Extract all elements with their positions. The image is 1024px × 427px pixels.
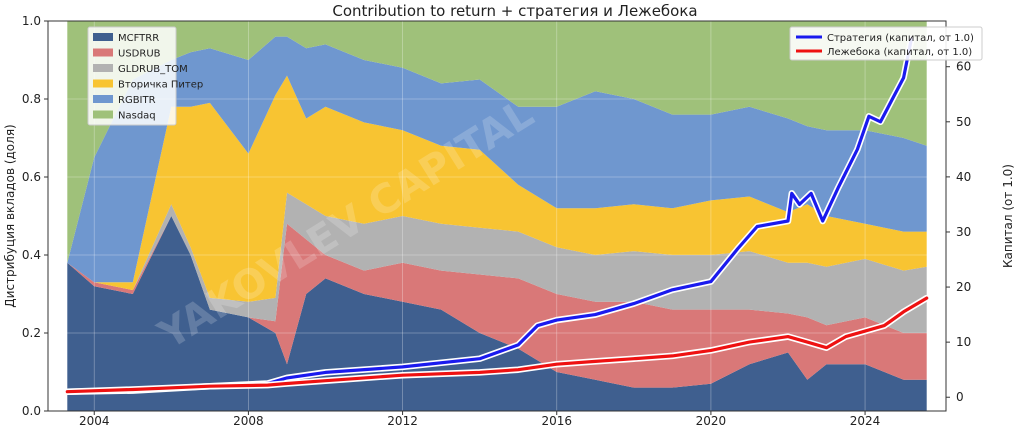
y2-tick-label: 30: [956, 225, 971, 239]
y2-tick-label: 50: [956, 115, 971, 129]
legend-swatch-mcftrr: [93, 33, 113, 41]
x-tick-label: 2020: [696, 414, 727, 427]
x-tick-label: 2004: [79, 414, 110, 427]
y-axis-right: 0 10 20 30 40 50 60: [946, 60, 971, 404]
area-mcftrr: [67, 216, 927, 411]
y-tick-label: 0.6: [22, 170, 41, 184]
y-tick-label: 1.0: [22, 14, 41, 28]
stacked-areas: [67, 21, 927, 411]
y2-tick-label: 10: [956, 335, 971, 349]
capital-lines: [64, 35, 930, 395]
y-axis-left: 0.0 0.2 0.4 0.6 0.8 1.0: [22, 14, 48, 418]
legend-left: MCFTRR USDRUB GLDRUB_TOM Вторичка Питер RGBI…: [87, 26, 203, 126]
y2-tick-label: 0: [956, 390, 964, 404]
y-tick-label: 0.2: [22, 326, 41, 340]
y2-tick-label: 60: [956, 60, 971, 74]
y-tick-label: 0.4: [22, 248, 41, 262]
area-nasdaq: [67, 21, 927, 263]
x-tick-label: 2016: [541, 414, 572, 427]
legend-label-mcftrr: MCFTRR: [118, 33, 159, 44]
area-rgbitr: [67, 36, 927, 283]
line-стратегия-капитал-от-1-0: [65, 37, 913, 394]
plot-border: [47, 20, 947, 412]
gridlines: [48, 20, 946, 412]
legend-swatch-usdrub: [93, 48, 113, 57]
legend-label-usdrub: USDRUB: [118, 49, 161, 60]
legend-swatch-gldrub-tom: [93, 64, 113, 72]
y2-tick-label: 40: [956, 170, 971, 184]
legend-label-вторичка-питер: Вторичка Питер: [118, 80, 203, 91]
y-tick-label: 0.8: [22, 92, 41, 106]
legend-label-gldrub-tom: GLDRUB_TOM: [118, 64, 188, 75]
area-usdrub: [67, 216, 927, 388]
x-tick-label: 2012: [387, 414, 418, 427]
legend-right: Стратегия (капитал, от 1.0) Лежебока (кап…: [789, 26, 983, 61]
legend-right-box: [789, 26, 983, 61]
legend-line-label-лежебока-капитал-от-1-0: Лежебока (капитал, от 1.0): [827, 47, 972, 58]
x-tick-label: 2008: [233, 414, 264, 427]
area-вторичка-питер: [67, 75, 927, 302]
line-лежебока-капитал-от-1-0: [65, 296, 929, 394]
legend-swatch-rgbitr: [93, 95, 113, 103]
legend-line-label-стратегия-капитал-от-1-0: Стратегия (капитал, от 1.0): [827, 33, 974, 44]
legend-label-rgbitr: RGBITR: [118, 95, 156, 106]
legend-swatch-nasdaq: [93, 110, 113, 119]
y2-axis-label: Капитал (от 1.0): [1001, 164, 1015, 268]
x-axis: 2004 2008 2012 2016 2020 2024: [79, 411, 880, 427]
plot-area: YAKOVLEV CAPITAL: [47, 20, 947, 412]
y-axis-label: Дистрибуция вкладов (доля): [3, 124, 17, 307]
legend-swatch-вторичка-питер: [93, 79, 113, 88]
x-tick-label: 2024: [850, 414, 881, 427]
area-gldrub-tom: [67, 192, 927, 333]
legend-label-nasdaq: Nasdaq: [118, 111, 156, 122]
chart-title: Contribution to return + стратегия и Леж…: [332, 2, 697, 20]
y2-tick-label: 20: [956, 280, 971, 294]
y-tick-label: 0.0: [22, 404, 41, 418]
